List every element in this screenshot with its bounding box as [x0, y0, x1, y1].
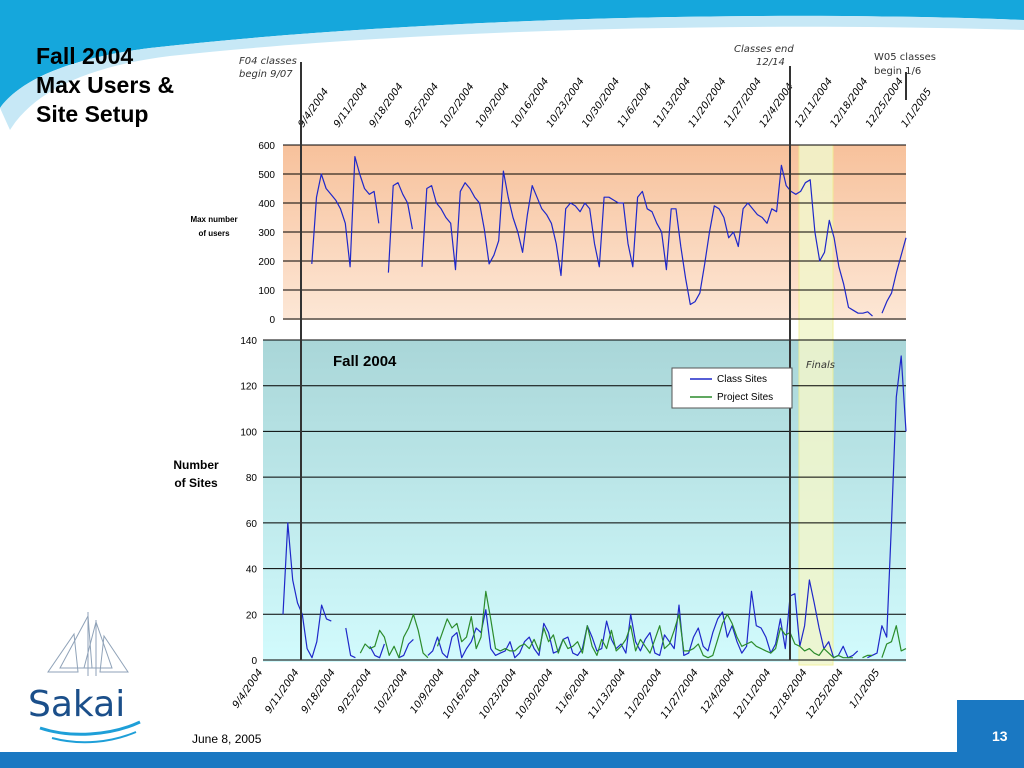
lower-y-tick-label: 120 [240, 382, 257, 393]
bottom-date-label: 10/30/2004 [514, 667, 556, 721]
lower-y-tick-label: 100 [240, 427, 257, 438]
top-date-label: 10/2/2004 [438, 81, 476, 129]
lower-y-axis-title-line1: Number [173, 458, 219, 472]
finals-label: Finals [806, 360, 835, 371]
f04-annotation-line2: begin 9/07 [239, 69, 293, 80]
top-date-label: 9/25/2004 [403, 81, 441, 129]
top-date-label: 9/11/2004 [332, 81, 370, 129]
sakai-logo-text: Sakai [28, 684, 125, 725]
logo-swoosh [39, 720, 141, 736]
bottom-date-label: 9/25/2004 [336, 667, 374, 715]
sakai-logo: Sakai [28, 612, 141, 744]
top-blue-band [0, 0, 1024, 108]
top-date-label: 9/18/2004 [367, 81, 405, 129]
bottom-date-label: 9/4/2004 [231, 667, 266, 710]
bottom-date-label: 12/25/2004 [804, 667, 846, 721]
bottom-blue-band [0, 700, 1024, 768]
bottom-right-block [957, 700, 1024, 768]
lower-y-tick-label: 20 [246, 610, 258, 621]
bottom-date-label: 10/16/2004 [441, 667, 483, 721]
bottom-date-label: 10/23/2004 [477, 667, 519, 721]
upper-series-1-line [311, 156, 907, 317]
lower-gridlines [263, 339, 906, 661]
classes-end-annotation-line1: Classes end [734, 44, 794, 55]
finals-highlight [798, 144, 834, 666]
sail-boat-icon [47, 612, 129, 676]
lower-series-1-line [282, 355, 907, 659]
upper-y-tick-label: 100 [258, 286, 275, 297]
bottom-date-label: 1/1/2005 [848, 667, 883, 710]
lower-y-axis-title-line2: of Sites [174, 476, 218, 490]
lower-series [282, 355, 907, 659]
upper-y-tick-label: 400 [258, 199, 275, 210]
top-date-label: 11/6/2004 [616, 81, 654, 129]
bottom-date-label: 9/18/2004 [300, 667, 338, 715]
top-date-label: 10/9/2004 [474, 81, 512, 129]
upper-y-tick-label: 500 [258, 170, 275, 181]
bottom-date-label: 12/11/2004 [732, 667, 774, 721]
bottom-date-label: 10/2/2004 [372, 667, 410, 715]
page-number: 13 [992, 728, 1008, 744]
bottom-date-label: 11/27/2004 [659, 667, 701, 721]
upper-y-tick-label: 200 [258, 257, 275, 268]
upper-y-tick-label: 600 [258, 141, 275, 152]
upper-gridlines [283, 144, 906, 320]
lower-y-tick-label: 140 [240, 336, 257, 347]
classes-end-annotation-line2: 12/14 [756, 57, 785, 68]
lower-series-2-line [359, 590, 907, 659]
upper-series [311, 156, 907, 317]
lower-y-tick-label: 80 [246, 473, 258, 484]
bottom-date-labels: 9/4/20049/11/20049/18/20049/25/200410/2/… [231, 667, 883, 721]
footer-date: June 8, 2005 [192, 732, 262, 746]
top-date-label: 1/1/2005 [899, 87, 934, 130]
bottom-date-label: 11/6/2004 [554, 667, 592, 715]
bottom-date-label: 12/4/2004 [699, 667, 737, 715]
bottom-date-label: 9/11/2004 [263, 667, 301, 715]
bottom-date-label: 12/18/2004 [768, 667, 810, 721]
legend-project-sites-label: Project Sites [717, 392, 773, 403]
top-light-swoosh [0, 15, 1024, 130]
f04-annotation-line1: F04 classes [239, 56, 297, 67]
lower-chart-title: Fall 2004 [333, 353, 397, 370]
bottom-date-label: 11/13/2004 [586, 667, 628, 721]
upper-y-tick-label: 300 [258, 228, 275, 239]
bottom-date-label: 10/9/2004 [409, 667, 447, 715]
upper-y-tick-label: 0 [269, 315, 275, 326]
legend-class-sites-label: Class Sites [717, 374, 767, 385]
upper-y-axis-title-line1: Max number [190, 215, 237, 224]
w05-annotation-line1: W05 classes [874, 52, 936, 63]
w05-annotation-line2: begin 1/6 [874, 66, 921, 77]
bottom-date-label: 11/20/2004 [623, 667, 665, 721]
logo-swoosh-2 [51, 731, 137, 744]
slide-title: Fall 2004 Max Users & Site Setup [36, 43, 175, 127]
lower-y-tick-label: 0 [251, 656, 257, 667]
lower-y-tick-label: 60 [246, 519, 258, 530]
lower-y-tick-label: 40 [246, 565, 258, 576]
upper-y-axis-title-line2: of users [198, 229, 230, 238]
legend: Class Sites Project Sites [671, 367, 793, 409]
upper-y-tick-labels: 0 100 200 300 400 500 600 [258, 141, 275, 326]
top-date-labels: 9/4/2004 9/11/20049/18/20049/25/200410/2/… [296, 76, 934, 130]
lower-y-tick-labels: 0 20 40 60 80 100 120 140 [240, 336, 257, 667]
legend-box [671, 367, 793, 409]
